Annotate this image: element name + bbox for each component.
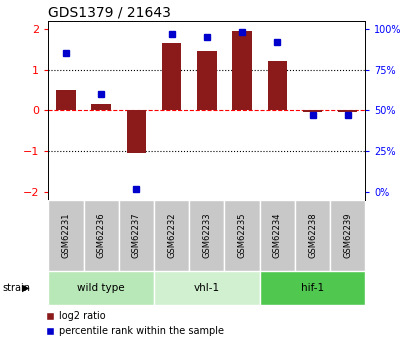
Bar xyxy=(268,61,287,110)
Text: hif-1: hif-1 xyxy=(301,283,324,293)
Bar xyxy=(56,90,76,110)
Bar xyxy=(303,110,322,112)
Text: strain: strain xyxy=(2,283,30,293)
Bar xyxy=(154,200,189,271)
Text: GSM62231: GSM62231 xyxy=(61,213,71,258)
Text: GSM62236: GSM62236 xyxy=(97,213,106,258)
Text: GDS1379 / 21643: GDS1379 / 21643 xyxy=(48,6,171,20)
Bar xyxy=(48,200,84,271)
Text: ▶: ▶ xyxy=(22,283,29,293)
Bar xyxy=(119,200,154,271)
Bar xyxy=(127,110,146,153)
Text: GSM62235: GSM62235 xyxy=(238,213,247,258)
Bar xyxy=(48,271,154,305)
Text: wild type: wild type xyxy=(77,283,125,293)
Bar xyxy=(197,51,217,110)
Bar xyxy=(92,104,111,110)
Bar xyxy=(232,31,252,110)
Text: GSM62234: GSM62234 xyxy=(273,213,282,258)
Text: GSM62237: GSM62237 xyxy=(132,213,141,258)
Text: GSM62232: GSM62232 xyxy=(167,213,176,258)
Text: vhl-1: vhl-1 xyxy=(194,283,220,293)
Bar xyxy=(260,271,365,305)
Bar xyxy=(224,200,260,271)
Bar xyxy=(154,271,260,305)
Legend: log2 ratio, percentile rank within the sample: log2 ratio, percentile rank within the s… xyxy=(43,307,228,340)
Bar xyxy=(189,200,224,271)
Bar xyxy=(260,200,295,271)
Bar xyxy=(84,200,119,271)
Bar xyxy=(330,200,365,271)
Text: GSM62233: GSM62233 xyxy=(202,213,211,258)
Text: GSM62238: GSM62238 xyxy=(308,213,317,258)
Bar xyxy=(162,43,181,110)
Bar xyxy=(338,110,357,112)
Bar xyxy=(295,200,330,271)
Text: GSM62239: GSM62239 xyxy=(343,213,352,258)
